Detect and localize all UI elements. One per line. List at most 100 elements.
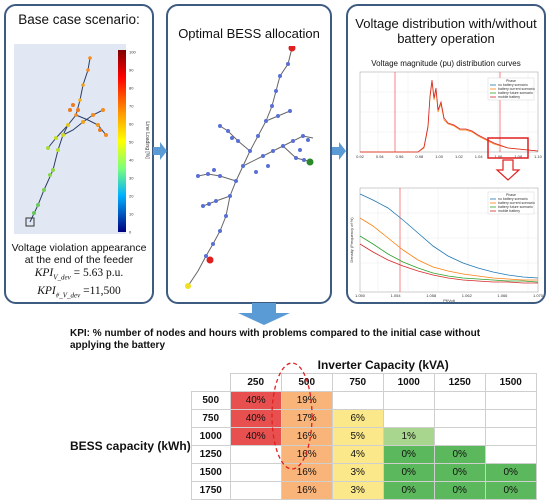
right-arrow-2 [332, 142, 346, 160]
table-cell: 16% [280, 481, 333, 500]
bottom-xtick: 1.070 [533, 293, 544, 298]
colorbar-tick: 0 [129, 230, 132, 235]
column-header-1500: 1500 [484, 373, 537, 392]
table-cell: 0% [382, 481, 435, 500]
bess-capacity-header: BESS capacity (kWh) [70, 438, 191, 453]
top-xtick: 1.00 [435, 154, 444, 159]
legend-entry: no battery scenario [498, 197, 528, 201]
zoom-down-arrow [495, 159, 521, 181]
voltage-distribution-panel: Voltage distribution with/without batter… [346, 4, 546, 304]
voltage-title-line1: Voltage distribution with/without [355, 16, 537, 31]
bottom-xtick: 1.054 [391, 293, 402, 298]
legend-entry: no battery scenario [498, 83, 528, 87]
bottom-xtick: 1.050 [355, 293, 366, 298]
colorbar-tick: 50 [129, 140, 134, 145]
table-cell: 0% [382, 463, 435, 482]
colorbar [118, 50, 126, 232]
table-cell: 3% [331, 481, 384, 500]
legend-entry: mobile battery [498, 209, 520, 213]
bess-location-red-bottom [206, 256, 214, 264]
table-cell: 4% [331, 445, 384, 464]
colorbar-tick: 80 [129, 86, 134, 91]
table-cell: 0% [433, 481, 486, 500]
table-cell: 40% [229, 409, 282, 428]
bottom-ylabel: Density (Frequency of %) [349, 217, 354, 263]
table-cell: 0% [484, 481, 537, 500]
legend-entry: battery future scenario [498, 91, 533, 95]
table-cell: 17% [280, 409, 333, 428]
kpi-table-title: KPI: % number of nodes and hours with pr… [70, 328, 481, 351]
top-xtick: 0.92 [356, 154, 365, 159]
top-chart-legend [487, 77, 535, 101]
table-cell [229, 481, 282, 500]
table-cell [229, 445, 282, 464]
table-cell [484, 391, 537, 410]
colorbar-label: Line Loading [%] [144, 121, 150, 159]
base-case-nodes [32, 56, 108, 215]
colorbar-tick: 90 [129, 68, 134, 73]
table-cell [484, 427, 537, 446]
voltage-distribution-charts: 0.92 0.94 0.96 0.98 1.00 1.02 1.04 1.06 1.08 1.10… [349, 71, 544, 303]
colorbar-tick: 40 [129, 158, 134, 163]
table-cell [433, 391, 486, 410]
row-label-1000: 1000 [190, 427, 231, 446]
table-cell [229, 463, 282, 482]
row-label-1250: 1250 [190, 445, 231, 464]
top-xtick: 1.04 [475, 154, 484, 159]
top-xtick: 0.94 [376, 154, 385, 159]
legend-entry: battery current scenario [498, 201, 535, 205]
table-cell: 3% [331, 463, 384, 482]
voltage-title-line2: battery operation [397, 31, 495, 46]
colorbar-tick: 70 [129, 104, 134, 109]
legend-title: Phase [506, 193, 516, 197]
table-cell [382, 391, 435, 410]
column-header-750: 750 [331, 373, 384, 392]
column-header-1000: 1000 [382, 373, 435, 392]
legend-entry: mobile battery [498, 95, 520, 99]
substation-node [185, 283, 191, 289]
table-cell: 0% [484, 463, 537, 482]
legend-title: Phase [506, 79, 516, 83]
optimal-bess-panel: Optimal BESS allocation [166, 4, 332, 304]
bess-location-red-top [288, 46, 296, 52]
row-label-500: 500 [190, 391, 231, 410]
voltage-subtitle: Voltage magnitude (pu) distribution curv… [371, 59, 521, 68]
table-cell [433, 427, 486, 446]
caption-line2: at the end of the feeder [24, 254, 134, 266]
table-cell [433, 409, 486, 428]
zoom-highlight-box [487, 137, 529, 159]
down-arrow-to-table [238, 303, 290, 325]
bottom-xtick: 1.066 [497, 293, 508, 298]
top-xtick: 0.98 [415, 154, 424, 159]
right-arrow-1 [153, 142, 167, 160]
table-row: 1000 40% 16% 5% 1% [70, 427, 537, 446]
bess-allocation-map [185, 46, 314, 289]
row-label-750: 750 [190, 409, 231, 428]
top-xtick: 1.10 [534, 154, 543, 159]
optimal-bess-title: Optimal BESS allocation [178, 26, 320, 41]
legend-entry: battery future scenario [498, 205, 533, 209]
top-xtick: 1.08 [514, 154, 523, 159]
table-row: 1250 16% 4% 0% 0% [70, 445, 537, 464]
table-cell: 1% [382, 427, 435, 446]
top-xtick: 1.06 [495, 154, 504, 159]
column-header-1250: 1250 [433, 373, 486, 392]
bottom-xlabel: Pf/Volt [443, 298, 455, 303]
table-cell [382, 409, 435, 428]
caption-line1: Voltage violation appearance [11, 242, 147, 254]
colorbar-tick: 60 [129, 122, 134, 127]
colorbar-tick: 100 [129, 50, 136, 55]
colorbar-tick: 20 [129, 194, 134, 199]
kpi-count-vdev: KPI#_V_dev =11,500 [37, 285, 121, 300]
table-cell: 0% [433, 445, 486, 464]
base-case-panel: Base case scenario: [4, 4, 154, 304]
row-label-1500: 1500 [190, 463, 231, 482]
top-xtick: 1.02 [455, 154, 464, 159]
inverter-capacity-header: Inverter Capacity (kVA) [317, 357, 449, 372]
table-cell: 6% [331, 409, 384, 428]
table-cell: 19% [280, 391, 333, 410]
colorbar-tick: 10 [129, 212, 134, 217]
base-case-title: Base case scenario: [18, 12, 140, 27]
